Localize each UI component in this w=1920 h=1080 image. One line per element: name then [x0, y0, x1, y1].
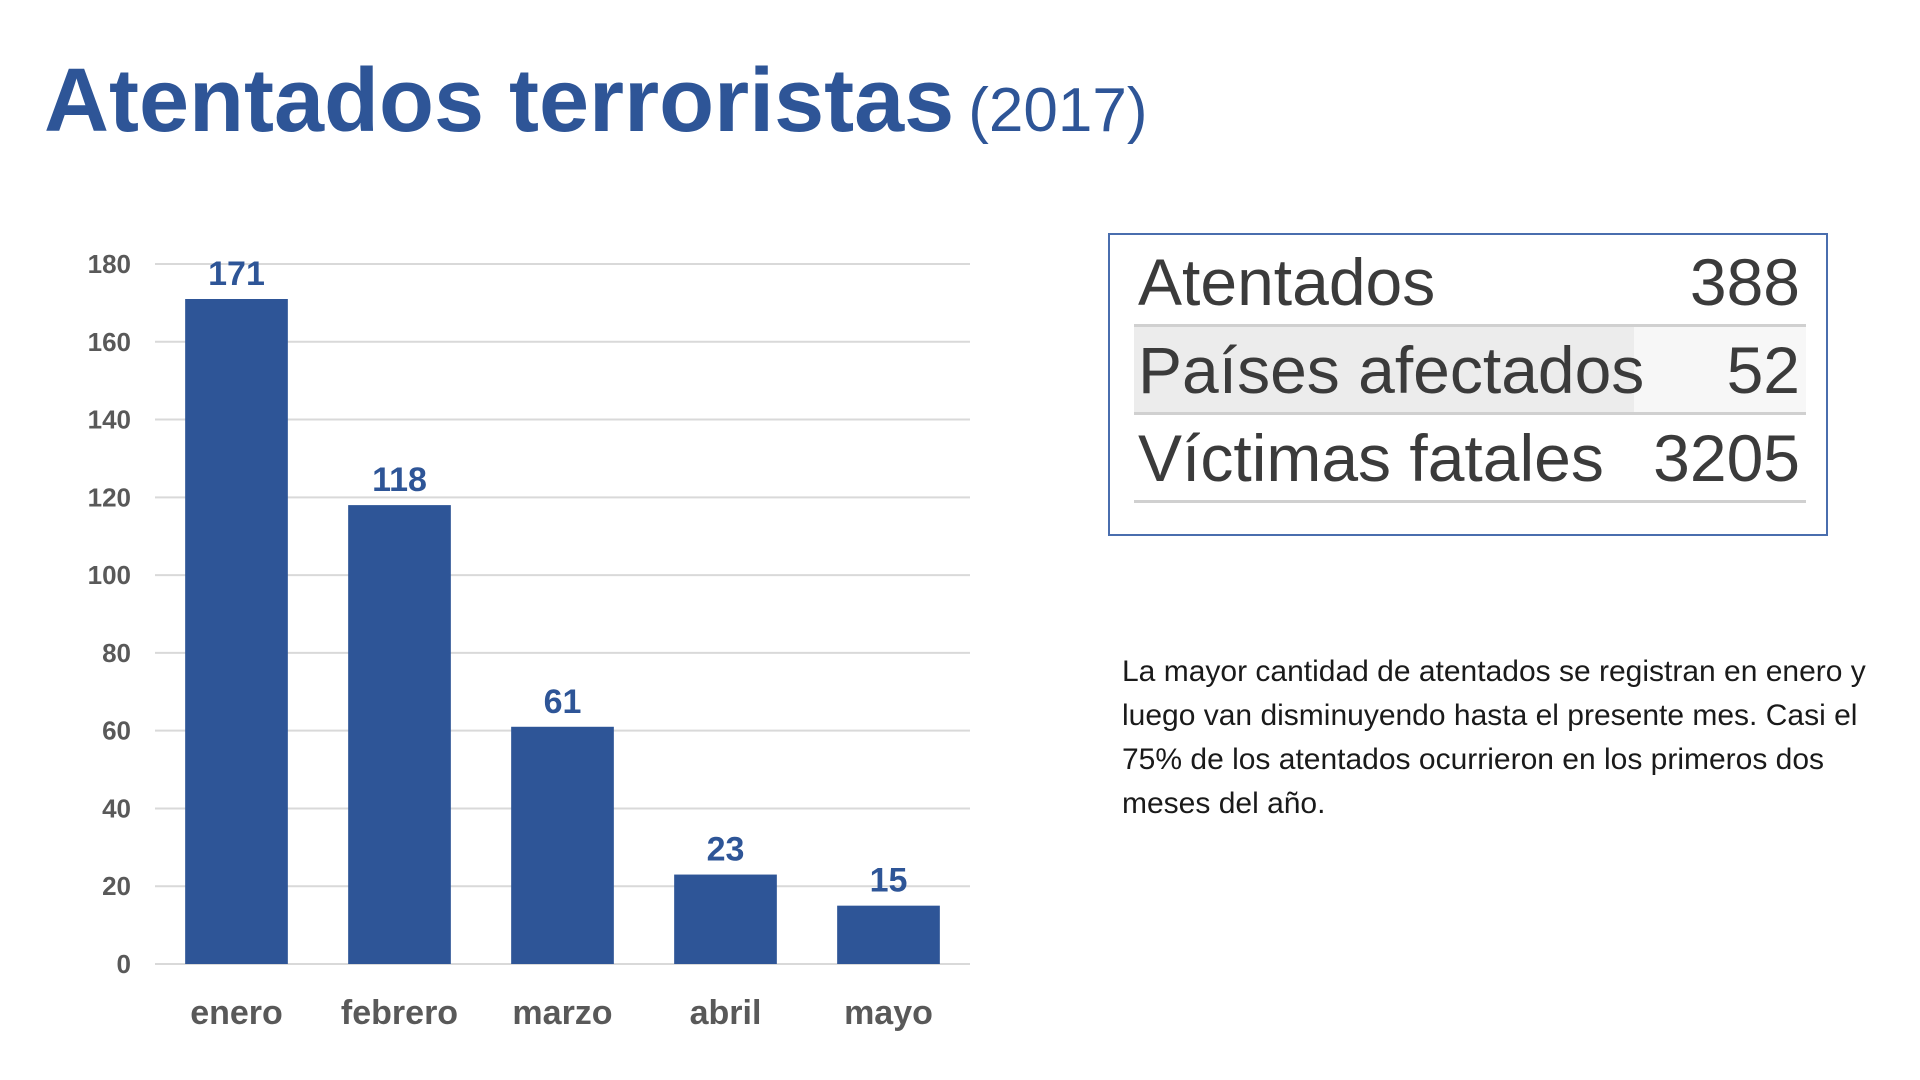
- stat-row-victimas: Víctimas fatales 3205: [1134, 415, 1806, 503]
- x-category-label: abril: [690, 994, 762, 1032]
- bar-chart-svg: 0 20 40 60 80 100 120 140 160 180 171 enero 118 febre…: [88, 249, 970, 1032]
- y-tick-label: 100: [88, 560, 131, 590]
- bar: [837, 905, 940, 964]
- data-label: 23: [707, 831, 745, 869]
- y-tick-label: 20: [102, 871, 131, 901]
- stat-value: 3205: [1653, 420, 1800, 495]
- bar: [674, 874, 777, 964]
- x-category-label: enero: [190, 994, 283, 1032]
- slide-title: Atentados terroristas (2017): [44, 50, 1147, 153]
- bar: [348, 505, 451, 964]
- data-label: 118: [372, 461, 427, 499]
- y-tick-label: 60: [102, 716, 131, 746]
- y-tick-label: 160: [88, 327, 131, 357]
- summary-note: La mayor cantidad de atentados se regist…: [1122, 655, 1866, 820]
- data-label: 15: [870, 862, 908, 900]
- stat-row-paises: Países afectados 52: [1134, 327, 1806, 415]
- title-year: (2017): [968, 76, 1148, 145]
- bar: [511, 726, 614, 964]
- title-main: Atentados terroristas: [44, 51, 955, 151]
- stat-value: 52: [1726, 332, 1800, 407]
- y-tick-label: 120: [88, 482, 131, 512]
- y-tick-label: 40: [102, 793, 131, 823]
- stat-label: Atentados: [1138, 244, 1436, 319]
- y-tick-label: 140: [88, 405, 131, 435]
- data-label: 171: [208, 255, 265, 293]
- stat-label: Países afectados: [1138, 332, 1645, 407]
- data-label: 61: [544, 683, 582, 721]
- stat-row-atentados: Atentados 388: [1134, 239, 1806, 327]
- bar-chart: 0 20 40 60 80 100 120 140 160 180 171 enero 118 febre…: [60, 230, 990, 1050]
- stats-table: Atentados 388 Países afectados 52 Víctim…: [1108, 233, 1828, 536]
- x-category-label: mayo: [844, 994, 933, 1032]
- bar: [185, 299, 288, 964]
- stat-label: Víctimas fatales: [1138, 420, 1604, 495]
- x-category-label: marzo: [512, 994, 612, 1032]
- y-tick-label: 0: [117, 949, 131, 979]
- y-tick-label: 80: [102, 638, 131, 668]
- y-tick-label: 180: [88, 249, 131, 279]
- x-category-label: febrero: [341, 994, 458, 1032]
- stat-value: 388: [1689, 244, 1800, 319]
